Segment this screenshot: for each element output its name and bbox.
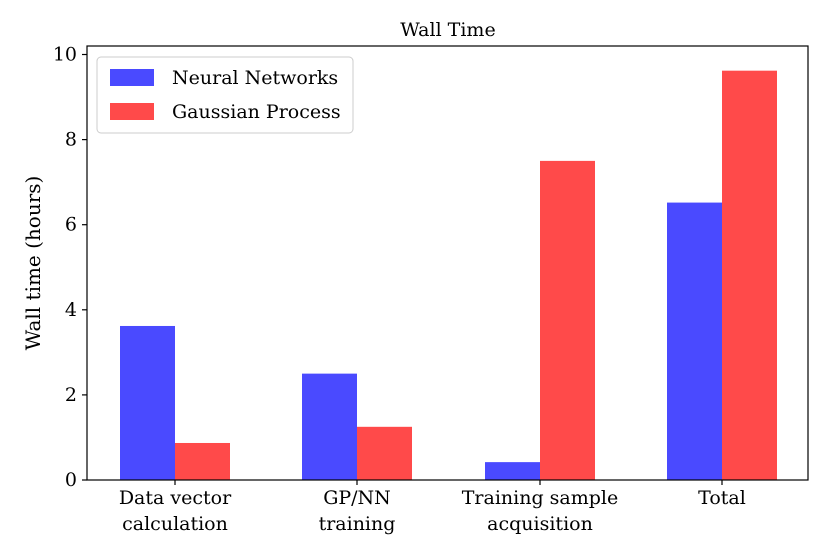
y-tick-label: 4: [65, 299, 77, 321]
bar-gaussian-process-1: [357, 426, 412, 480]
legend: Neural Networks Gaussian Process: [96, 56, 354, 134]
bar-gaussian-process-3: [722, 70, 777, 480]
x-tick-label: calculation: [122, 513, 228, 535]
legend-label: Gaussian Process: [172, 101, 341, 123]
x-tick-label: acquisition: [487, 513, 593, 535]
bar-neural-networks-0: [120, 325, 175, 480]
plot-frame: [86, 45, 809, 481]
bar-neural-networks-2: [485, 462, 540, 480]
bar-neural-networks-3: [667, 202, 722, 481]
legend-label: Neural Networks: [172, 67, 338, 89]
legend-swatch-neural-networks: [110, 69, 154, 86]
x-tick-label: training: [319, 513, 396, 535]
y-axis-label: Wall time (hours): [21, 176, 45, 351]
y-tick-label: 10: [53, 44, 77, 66]
chart-title: Wall Time: [400, 19, 495, 41]
bar-gaussian-process-2: [540, 160, 595, 480]
y-tick-label: 6: [65, 214, 77, 236]
x-tick-label: GP/NN: [323, 487, 391, 509]
x-tick-label: Training sample: [462, 487, 619, 509]
x-tick-label: Total: [698, 487, 746, 509]
y-tick-label: 0: [65, 469, 77, 491]
bar-neural-networks-1: [302, 373, 357, 480]
y-axis-ticks: 0 2 4 6 8 10: [53, 44, 87, 491]
x-axis-ticks: Data vector calculation GP/NN training Train…: [119, 480, 746, 535]
bar-gaussian-process-0: [175, 442, 230, 480]
legend-swatch-gaussian-process: [110, 103, 154, 120]
x-tick-label: Data vector: [119, 487, 232, 509]
legend-frame: [96, 56, 354, 134]
y-tick-label: 2: [65, 384, 77, 406]
bars-group: [120, 70, 777, 481]
y-tick-label: 8: [65, 129, 77, 151]
